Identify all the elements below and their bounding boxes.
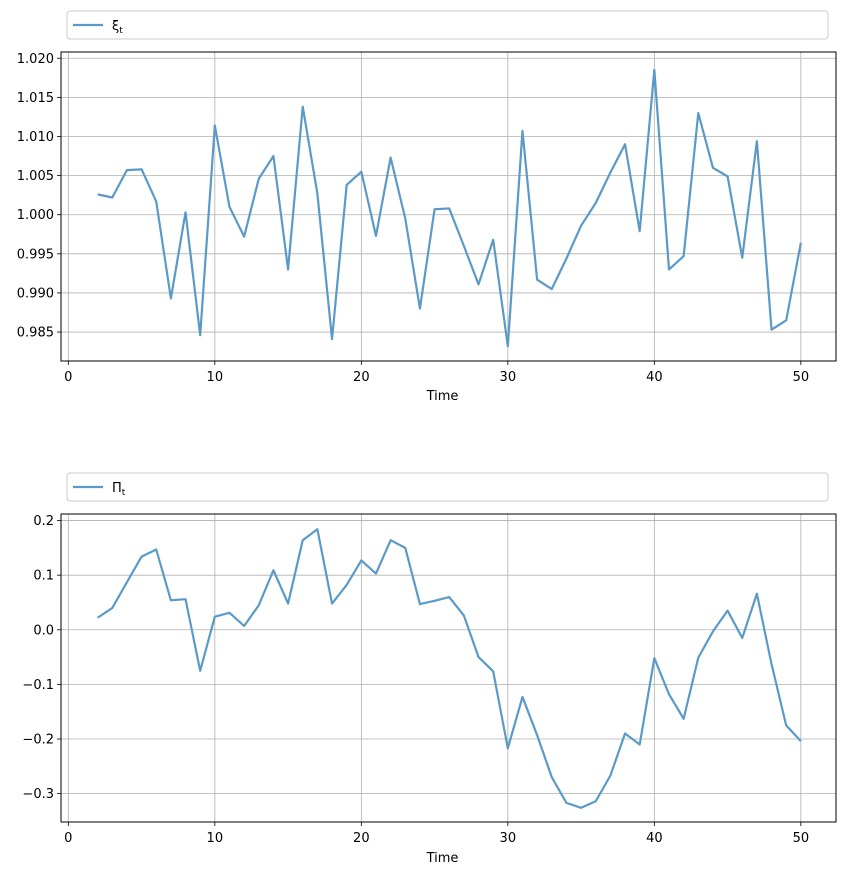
legend-label-subscript: t: [122, 488, 126, 498]
x-axis: 0 10 20 30 40 50: [64, 822, 809, 846]
y-tick-label: 1.020: [17, 52, 54, 67]
series-line: [97, 528, 802, 809]
y-tick-label: 0.995: [17, 247, 54, 262]
y-tick-label: 1.005: [17, 169, 54, 184]
x-tick-label: 40: [646, 370, 663, 385]
y-tick-label: −0.2: [22, 732, 54, 747]
x-tick-label: 10: [207, 831, 224, 846]
y-tick-label: 0.2: [33, 514, 54, 529]
x-tick-label: 30: [500, 370, 517, 385]
x-tick-label: 20: [353, 370, 370, 385]
y-tick-label: 0.1: [33, 569, 54, 584]
legend-box: [66, 472, 829, 502]
x-tick-label: 30: [500, 831, 517, 846]
y-tick-label: 1.000: [17, 208, 54, 223]
x-tick-label: 40: [646, 831, 663, 846]
chart-xi: ξt 0 10 20 30 40 50 0.985 0.990 0.995 1.000 1.005 1.…: [17, 10, 837, 404]
x-tick-label: 50: [793, 831, 810, 846]
y-tick-label: 0.985: [17, 326, 54, 341]
legend-label: Πt: [112, 481, 126, 498]
grid: [61, 52, 836, 361]
legend: ξt: [66, 10, 829, 40]
legend-label-base: ξ: [112, 19, 119, 34]
y-tick-label: 0.990: [17, 286, 54, 301]
series-line: [97, 68, 802, 348]
x-tick-label: 10: [207, 370, 224, 385]
y-tick-label: −0.1: [22, 678, 54, 693]
x-tick-label: 20: [353, 831, 370, 846]
y-tick-label: −0.3: [22, 787, 54, 802]
plot-frame: [60, 513, 837, 823]
x-tick-label: 50: [793, 370, 810, 385]
y-tick-label: 1.010: [17, 130, 54, 145]
grid: [61, 514, 836, 822]
x-tick-label: 0: [64, 370, 72, 385]
chart-pi: Πt 0 10 20 30 40 50 −0.3 −0.2 −0.1 0.0 0.1 0.2 Time: [22, 472, 837, 866]
legend-label-base: Π: [112, 481, 122, 496]
y-tick-label: 1.015: [17, 91, 54, 106]
x-axis-label: Time: [426, 851, 459, 866]
legend-label-subscript: t: [119, 26, 123, 36]
legend-label: ξt: [112, 19, 123, 36]
y-axis: −0.3 −0.2 −0.1 0.0 0.1 0.2: [22, 514, 61, 802]
x-axis: 0 10 20 30 40 50: [64, 361, 809, 385]
y-tick-label: 0.0: [33, 623, 54, 638]
legend-box: [66, 10, 829, 40]
plot-frame: [60, 51, 837, 362]
x-axis-label: Time: [426, 389, 459, 404]
legend: Πt: [66, 472, 829, 502]
y-axis: 0.985 0.990 0.995 1.000 1.005 1.010 1.015 1.020: [17, 52, 61, 341]
x-tick-label: 0: [64, 831, 72, 846]
